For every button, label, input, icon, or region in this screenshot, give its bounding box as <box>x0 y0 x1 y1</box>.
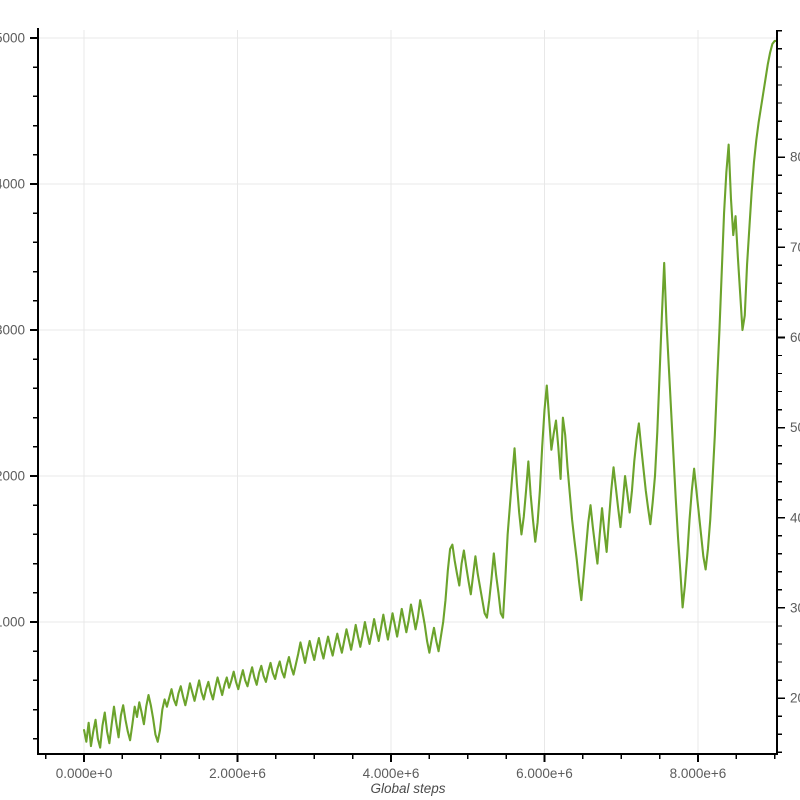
series-group <box>82 39 779 749</box>
y-axis-tick-label: 1000 <box>0 615 25 630</box>
y2-axis-tick-label: 70 <box>790 240 800 255</box>
y2-axis-tick-label: 30 <box>790 600 800 615</box>
axis-tick-labels: 1000 2000 3000 4000 5000 20 30 40 50 60 70 80 0.000e… <box>0 31 800 781</box>
y-axis-tick-label: 5000 <box>0 31 25 46</box>
y2-axis-tick-label: 60 <box>790 330 800 345</box>
x-axis-title: Global steps <box>370 781 445 796</box>
y2-axis-tick-label: 40 <box>790 510 800 525</box>
x-axis-tick-label: 4.000e+6 <box>363 766 420 781</box>
axis-ticks <box>30 30 785 762</box>
y-axis-tick-label: 2000 <box>0 469 25 484</box>
x-axis-tick-label: 0.000e+0 <box>56 766 113 781</box>
x-axis-tick-label: 6.000e+6 <box>516 766 573 781</box>
gridlines <box>38 30 777 754</box>
x-axis-tick-label: 8.000e+6 <box>670 766 727 781</box>
y2-axis-tick-label: 80 <box>790 150 800 165</box>
y2-axis-tick-label: 20 <box>790 691 800 706</box>
series-line-score <box>82 39 779 749</box>
y2-axis-tick-label: 50 <box>790 420 800 435</box>
y-axis-tick-label: 4000 <box>0 177 25 192</box>
y-axis-tick-label: 3000 <box>0 323 25 338</box>
x-axis-tick-label: 2.000e+6 <box>209 766 266 781</box>
